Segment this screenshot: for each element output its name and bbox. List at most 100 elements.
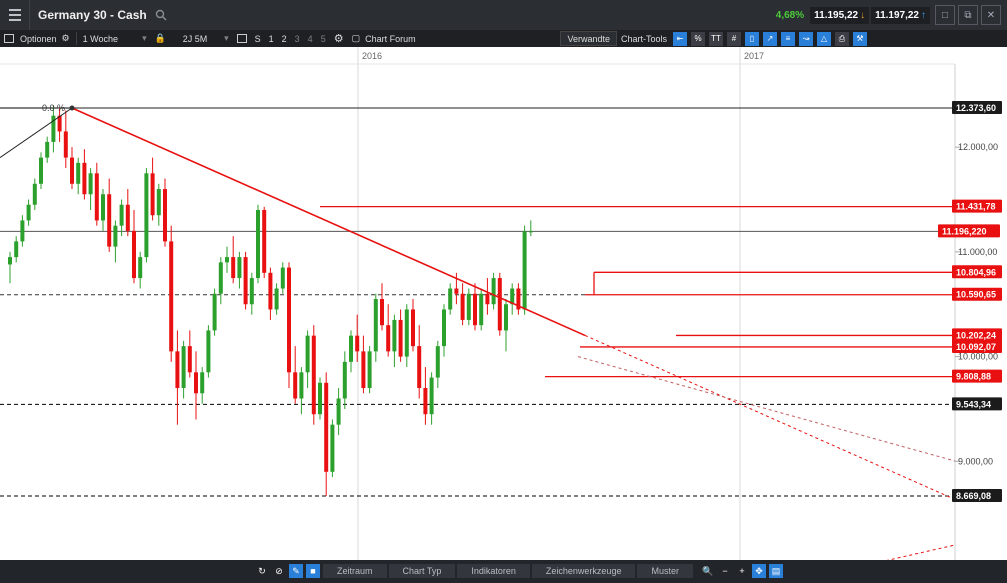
chart-canvas[interactable]: 2016 2017 12.000,00 11.000,00 10.000,00 9.0… [0, 47, 1007, 560]
candle-body [187, 346, 192, 373]
candle-body [256, 209, 260, 279]
candle-body [522, 231, 527, 310]
trend-icon[interactable]: ↝ [799, 31, 813, 46]
layout-2-button[interactable]: 2 [278, 30, 291, 47]
chevron-down-icon: ▾ [142, 33, 147, 43]
layout-3-button[interactable]: 3 [294, 33, 300, 44]
close-icon[interactable]: ✕ [981, 5, 1001, 25]
menu-button[interactable] [0, 0, 30, 30]
candle-body [442, 309, 446, 347]
layout-5-button[interactable]: 5 [320, 33, 326, 44]
toolbar-divider [75, 32, 77, 45]
layout-4-button[interactable]: 4 [307, 33, 313, 44]
s-button[interactable]: S [254, 33, 261, 44]
tab-zeitraum[interactable]: Zeitraum [323, 564, 387, 578]
options-menu[interactable]: Optionen ⚙ [0, 30, 74, 47]
options-icon [4, 34, 14, 43]
shape-icon[interactable]: △ [817, 31, 831, 46]
interval-select[interactable]: 1 Woche ▾ [79, 30, 151, 47]
candlestick-icon[interactable]: ▯ [745, 31, 759, 46]
candle-body [429, 377, 434, 415]
price-level-labels: 12.373,60 11.431,78 11.196,220 10.804,96 10.… [938, 101, 1002, 502]
candle-body [435, 346, 440, 378]
tab-chart-typ[interactable]: Chart Typ [388, 564, 456, 578]
candle-body [194, 372, 198, 394]
chart-forum-label: Chart Forum [365, 33, 416, 44]
instrument-title[interactable]: Germany 30 - Cash [38, 8, 147, 22]
tab-zeichenwerkzeuge[interactable]: Zeichenwerkzeuge [531, 564, 636, 578]
candle-body [473, 293, 477, 326]
candle-body [299, 372, 304, 399]
trend-lines [0, 105, 956, 560]
chart-forum-button[interactable]: ▢ Chart Forum [348, 30, 420, 47]
layout-1-button[interactable]: 1 [268, 33, 274, 44]
no-draw-icon[interactable]: ⊘ [275, 565, 283, 576]
menu-bar-3 [8, 19, 21, 21]
level-label: 10.092,07 [956, 342, 996, 352]
level-label: 10.804,96 [956, 267, 996, 277]
gear-icon: ⚙ [61, 33, 70, 43]
y-tick-label: 11.000,00 [958, 247, 997, 257]
header-bar: Germany 30 - Cash 4,68% 11.195,22 ↓ 11.1… [0, 0, 1007, 30]
zoom-out-icon[interactable]: − [722, 566, 728, 576]
candle-body [107, 194, 112, 247]
candle-body [330, 424, 335, 472]
related-button[interactable]: Verwandte [560, 31, 617, 46]
candle-body [237, 257, 242, 279]
fib-label: 0.0 % [42, 103, 65, 113]
candle-body [76, 162, 81, 184]
interval-value: 1 Woche [82, 33, 118, 44]
price-area: 4,68% 11.195,22 ↓ 11.197,22 ↑ □ ⧉ ✕ [776, 0, 1007, 30]
percent-button[interactable]: % [691, 31, 705, 46]
menu-bar-2 [8, 14, 21, 16]
arrow-down-icon: ↓ [860, 9, 866, 21]
fib-anchor[interactable] [69, 105, 75, 111]
wrench-icon[interactable]: ⚒ [853, 31, 867, 46]
candle-body [398, 319, 403, 357]
grid-icon[interactable]: # [727, 31, 741, 46]
fit-icon[interactable]: ✥ [751, 564, 766, 578]
candle-body [94, 173, 99, 221]
draw-lines-icon[interactable]: ↗ [763, 31, 777, 46]
candle-body [231, 257, 236, 279]
gear-icon: ⚙ [333, 33, 344, 45]
volume-icon[interactable]: ▤ [768, 564, 783, 578]
candle-body [361, 351, 366, 389]
candle-body [497, 278, 502, 331]
zoom-icon[interactable]: 🔍 [702, 565, 714, 576]
tab-indikatoren[interactable]: Indikatoren [457, 564, 530, 578]
bid-price-box[interactable]: 11.195,22 ↓ [810, 6, 870, 24]
search-icon[interactable] [155, 9, 167, 21]
chart-layout-toggle[interactable] [233, 30, 251, 47]
fibonacci-icon[interactable]: ≡ [781, 31, 795, 46]
crosshair-left-icon[interactable]: ⇤ [673, 31, 687, 46]
zoom-in-icon[interactable]: + [739, 566, 745, 576]
maximize-icon[interactable]: □ [935, 5, 955, 25]
color-icon[interactable]: ■ [306, 564, 320, 578]
level-label: 11.431,78 [956, 202, 996, 212]
candle-body [163, 189, 167, 242]
text-size-button[interactable]: TT [709, 31, 723, 46]
fib-base-line[interactable] [0, 107, 73, 159]
detach-icon[interactable]: ⧉ [958, 5, 978, 25]
menu-bar-1 [8, 9, 21, 11]
candle-body [380, 298, 384, 326]
settings-button[interactable]: ⚙ [330, 30, 348, 47]
candle-body [479, 293, 484, 326]
candle-body [88, 173, 93, 195]
downtrend-line[interactable] [71, 107, 586, 337]
candle-body [404, 309, 409, 357]
chevron-down-icon: ▾ [224, 33, 229, 43]
level-label: 8.669,08 [956, 491, 991, 501]
downtrend-extension [584, 334, 956, 500]
print-icon[interactable]: ⎙ [835, 31, 849, 46]
refresh-icon[interactable]: ↻ [258, 565, 266, 576]
range-select[interactable]: 🔒 2J 5M ▾ [151, 30, 233, 47]
tab-muster[interactable]: Muster [637, 564, 693, 578]
candles [8, 105, 533, 497]
ask-price-box[interactable]: 11.197,22 ↑ [871, 6, 930, 24]
candle-body [454, 288, 459, 294]
pencil-icon[interactable]: ✎ [289, 564, 303, 578]
price-chart[interactable]: 2016 2017 12.000,00 11.000,00 10.000,00 9.0… [0, 47, 1007, 560]
candle-body [212, 293, 217, 331]
